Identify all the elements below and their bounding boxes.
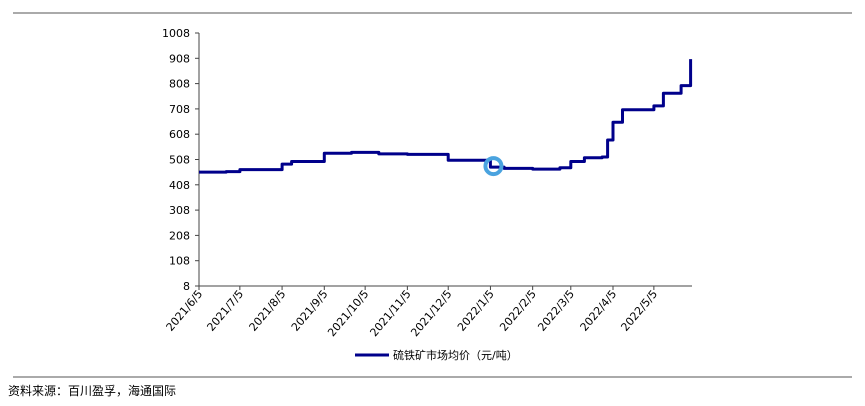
x-tick-label: 2021/9/5 (289, 288, 331, 334)
x-tick-label: 2022/1/5 (455, 288, 497, 334)
y-tick-label: 408 (169, 179, 190, 192)
y-axis: 1008 908 808 708 608 508 408 308 208 108 8 (162, 27, 200, 293)
y-tick-label: 508 (169, 154, 190, 167)
y-tick-label: 108 (169, 255, 190, 268)
y-tick-label: 908 (169, 52, 190, 65)
x-tick-label: 2021/6/5 (164, 288, 206, 334)
legend: 硫铁矿市场均价（元/吨） (355, 348, 518, 362)
x-tick-label: 2021/12/5 (408, 288, 454, 340)
plot-area (199, 59, 693, 174)
x-tick-label: 2021/7/5 (204, 288, 246, 334)
x-tick-label: 2022/3/5 (535, 288, 577, 334)
x-tick-label: 2021/11/5 (367, 288, 413, 340)
annotation-layer (483, 156, 504, 177)
y-tick-label: 608 (169, 128, 190, 141)
y-tick-label: 708 (169, 103, 190, 116)
source-note: 资料来源：百川盈孚，海通国际 (8, 384, 177, 398)
x-tick-label: 2021/10/5 (325, 288, 371, 340)
y-tick-label: 1008 (162, 27, 190, 40)
highlight-circle (483, 156, 504, 177)
x-tick-label: 2022/5/5 (618, 288, 660, 334)
y-tick-label: 808 (169, 78, 190, 91)
x-axis: 2021/6/5 2021/7/5 2021/8/5 2021/9/52021/10/… (164, 285, 692, 340)
x-tick-label: 2021/8/5 (247, 288, 289, 334)
y-tick-label: 308 (169, 204, 190, 217)
y-tick-label: 8 (183, 280, 190, 293)
y-tick-label: 208 (169, 229, 190, 242)
legend-label: 硫铁矿市场均价（元/吨） (393, 348, 518, 362)
series-line (199, 59, 693, 174)
x-tick-label: 2022/2/5 (497, 288, 539, 334)
x-tick-label: 2022/4/5 (578, 288, 620, 334)
